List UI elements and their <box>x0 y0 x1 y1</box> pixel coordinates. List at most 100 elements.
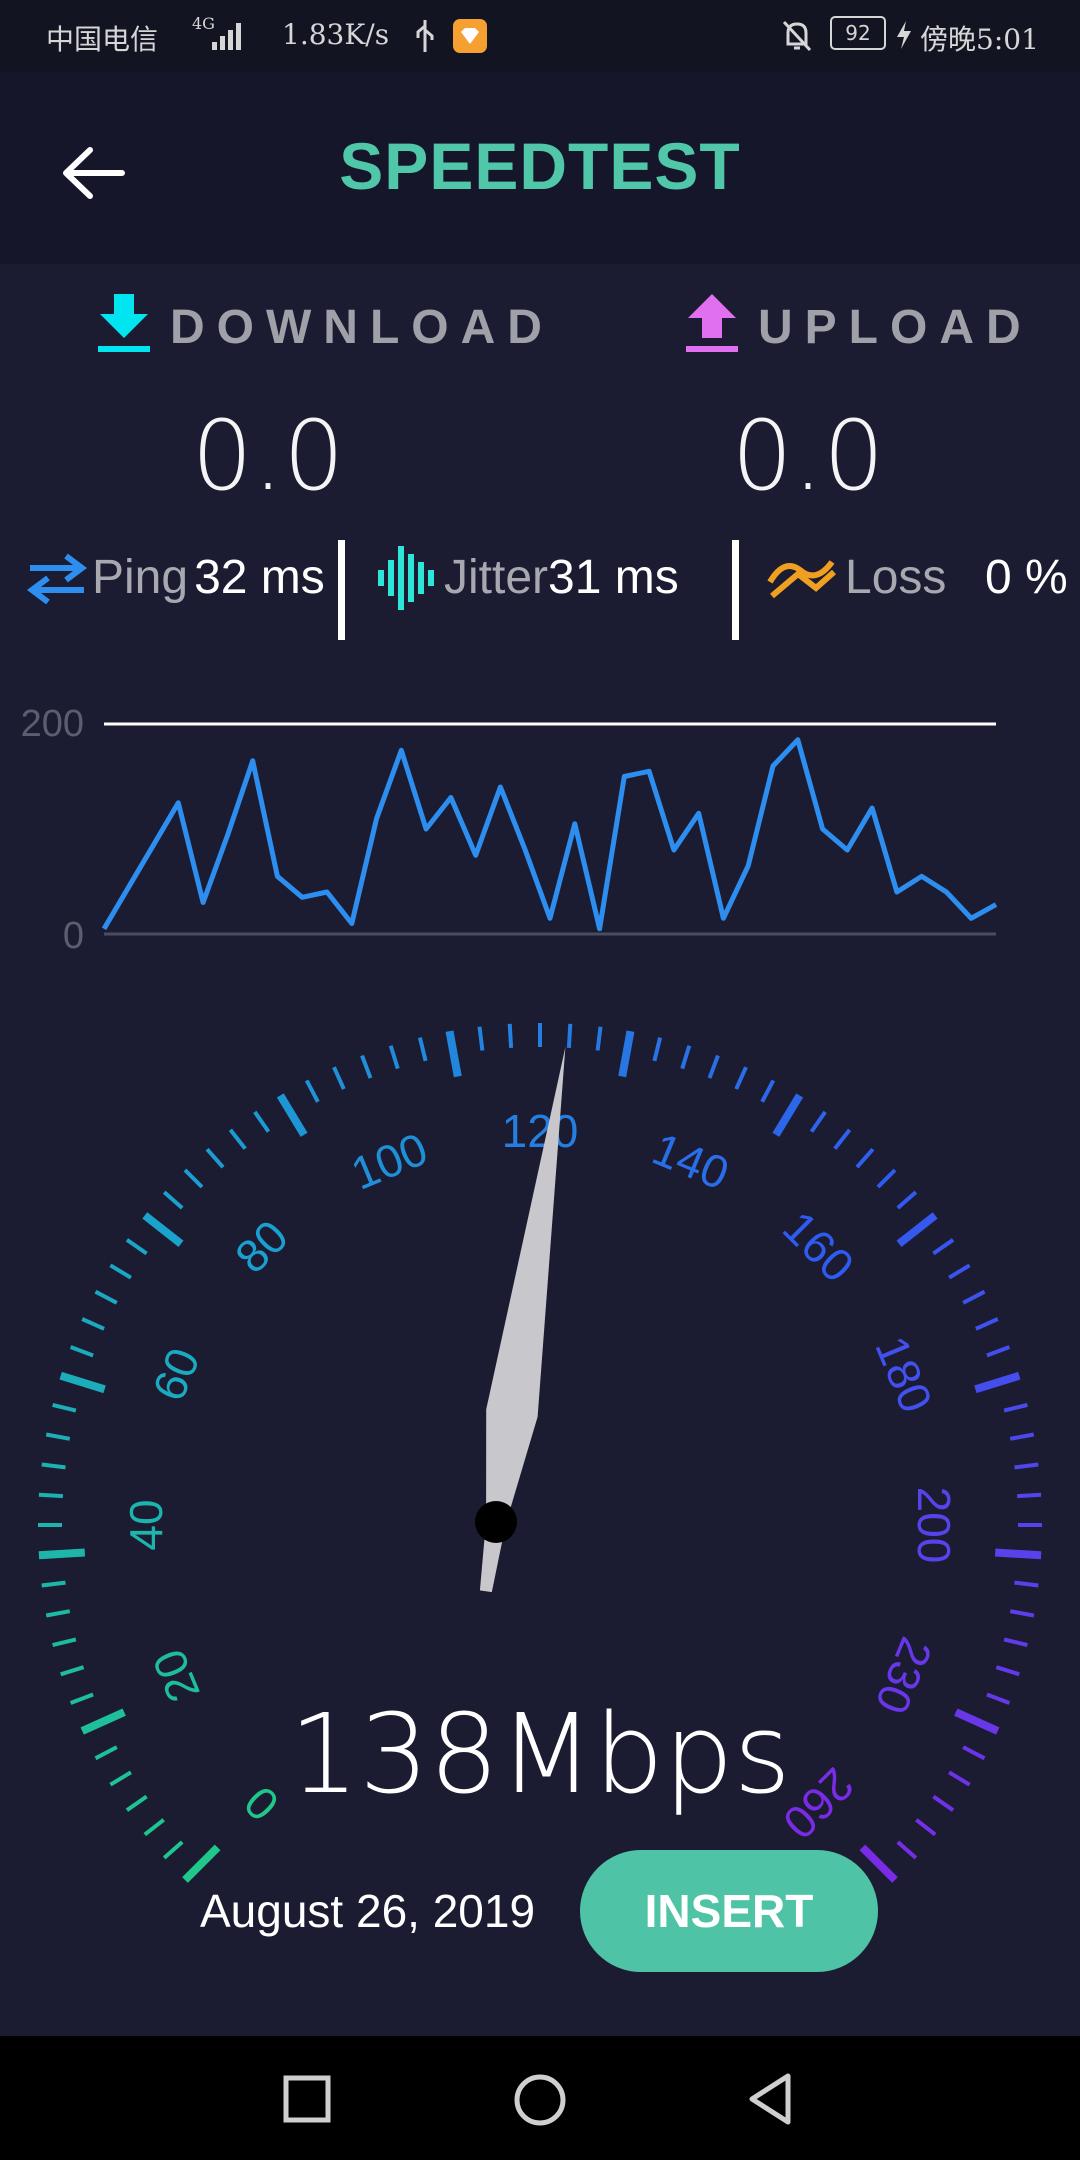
gauge-minor-tick <box>896 1190 918 1210</box>
gauge-minor-tick <box>915 1818 937 1837</box>
gauge-minor-tick <box>162 1840 184 1860</box>
gauge-minor-tick <box>143 1818 165 1837</box>
gauge-minor-tick <box>228 1128 247 1150</box>
navigation-bar <box>0 2036 1080 2160</box>
gauge-minor-tick <box>109 1263 132 1280</box>
gauge-minor-tick <box>707 1054 720 1079</box>
gauge-minor-tick <box>94 1289 118 1305</box>
gauge-major-tick <box>59 1371 106 1394</box>
upload-value: 0.0 <box>731 400 885 512</box>
signal-icon <box>212 23 241 50</box>
gauge-minor-tick <box>125 1794 148 1812</box>
charging-icon <box>897 21 911 49</box>
gauge-minor-tick <box>360 1054 373 1079</box>
ping-icon <box>27 553 87 604</box>
mute-icon <box>782 20 812 52</box>
gauge-minor-tick <box>734 1066 748 1090</box>
gauge-minor-tick <box>595 1026 603 1051</box>
gauge-tick-label: 120 <box>502 1105 579 1157</box>
gauge-major-tick <box>445 1030 462 1078</box>
back-nav-button[interactable] <box>744 2070 796 2128</box>
gauge-minor-tick <box>833 1128 852 1150</box>
gauge-minor-tick <box>94 1745 118 1761</box>
gauge-minor-tick <box>932 1238 955 1256</box>
gauge-minor-tick <box>332 1066 346 1090</box>
gauge-minor-tick <box>109 1770 132 1787</box>
gauge-minor-tick <box>41 1580 66 1588</box>
gauge-major-tick <box>142 1212 184 1247</box>
gauge-minor-tick <box>1014 1462 1039 1470</box>
ping-value: 32 ms <box>194 551 325 604</box>
gauge-major-tick <box>38 1548 86 1560</box>
gauge-minor-tick <box>995 1665 1020 1677</box>
recents-button[interactable] <box>282 2074 334 2126</box>
insert-button[interactable]: INSERT <box>580 1850 878 1972</box>
download-value: 0.0 <box>191 400 345 512</box>
gauge-minor-tick <box>566 1023 573 1049</box>
gauge-major-tick <box>954 1708 1000 1735</box>
usb-icon <box>416 20 434 52</box>
gauge-minor-tick <box>125 1238 148 1256</box>
page-title: SPEEDTEST <box>339 129 741 203</box>
download-label: DOWNLOAD <box>170 301 554 354</box>
gauge-minor-tick <box>45 1432 71 1441</box>
ping-metric: Ping 32 ms <box>92 550 325 605</box>
gauge-minor-tick <box>1014 1580 1039 1588</box>
speed-readout: 138Mbps <box>289 1690 791 1818</box>
gauge-hub <box>475 1501 517 1543</box>
status-bar: 中国电信 4G 1.83K/s 92 傍晚5:01 <box>0 0 1080 72</box>
y-tick-label: 200 <box>21 703 84 745</box>
test-date: August 26, 2019 <box>200 1885 536 1937</box>
gauge-minor-tick <box>948 1263 971 1280</box>
gauge-minor-tick <box>680 1045 692 1070</box>
network-speed: 1.83K/s <box>282 18 390 51</box>
gauge-needle <box>479 1047 566 1593</box>
gauge-minor-tick <box>1003 1637 1028 1648</box>
gauge-major-tick <box>618 1030 635 1078</box>
gauge-tick-label: 160 <box>773 1201 864 1292</box>
gauge-tick-label: 60 <box>142 1341 210 1408</box>
gauge-major-tick <box>772 1093 804 1137</box>
loss-metric-value: 0 % <box>985 550 1068 605</box>
gauge-minor-tick <box>45 1609 71 1618</box>
gauge-major-tick <box>896 1212 938 1247</box>
gauge-tick-label: 100 <box>344 1122 435 1199</box>
gauge-major-tick <box>994 1548 1042 1560</box>
gauge-minor-tick <box>809 1110 827 1133</box>
gauge-minor-tick <box>162 1190 184 1210</box>
gauge-minor-tick <box>986 1345 1011 1358</box>
gauge-minor-tick <box>417 1037 428 1062</box>
ping-history-chart: 200 0 <box>21 703 998 957</box>
gauge-minor-tick <box>69 1692 94 1705</box>
gauge-minor-tick <box>81 1317 105 1331</box>
gauge-minor-tick <box>183 1168 204 1189</box>
gauge-minor-tick <box>477 1026 485 1051</box>
battery-level: 92 <box>830 16 886 50</box>
gauge-major-tick <box>859 1844 898 1883</box>
jitter-label: Jitter <box>444 551 549 604</box>
gauge-minor-tick <box>60 1665 85 1677</box>
app-notification-icon <box>453 19 487 53</box>
gauge-minor-tick <box>52 1402 77 1413</box>
circle-icon <box>514 2074 566 2126</box>
jitter-value: 31 ms <box>548 551 679 604</box>
download-icon <box>98 294 150 352</box>
gauge-minor-tick <box>69 1345 94 1358</box>
gauge-tick-label: 40 <box>120 1499 172 1550</box>
loss-label: Loss <box>845 551 947 604</box>
back-button[interactable] <box>50 128 140 218</box>
gauge-minor-tick <box>876 1168 897 1189</box>
gauge-tick-label: 180 <box>865 1329 942 1420</box>
gauge-minor-tick <box>948 1770 971 1787</box>
gauge-minor-tick <box>975 1317 999 1331</box>
loss-value: 0 % <box>985 551 1068 604</box>
home-button[interactable] <box>512 2072 568 2128</box>
app-bar: SPEEDTEST <box>0 72 1080 264</box>
gauge-minor-tick <box>932 1794 955 1812</box>
gauge-minor-tick <box>760 1079 776 1103</box>
gauge-tick-label: 80 <box>225 1210 298 1283</box>
gauge-major-tick <box>974 1371 1021 1394</box>
gauge-minor-tick <box>1016 1492 1042 1499</box>
ping-series-line <box>101 737 998 932</box>
